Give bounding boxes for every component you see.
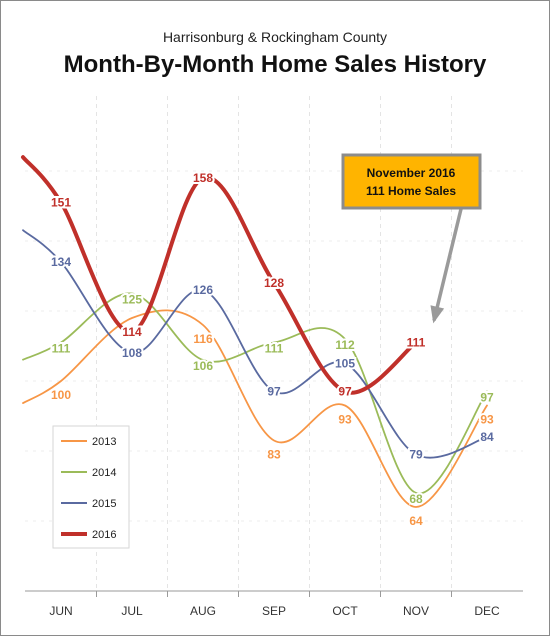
legend: 2013 2014 2015 2016 bbox=[52, 425, 130, 549]
legend-label-2013: 2013 bbox=[92, 436, 116, 448]
data-label-2015: 84 bbox=[480, 430, 494, 444]
data-label-2016: 151 bbox=[51, 196, 71, 210]
data-label-2016: 128 bbox=[264, 276, 284, 290]
data-label-2013: 100 bbox=[51, 388, 71, 402]
series-line-2013 bbox=[22, 309, 488, 508]
x-tick-label: OCT bbox=[332, 604, 358, 618]
series-line-2014 bbox=[22, 292, 488, 495]
x-tick-label: DEC bbox=[474, 604, 500, 618]
legend-box bbox=[52, 425, 130, 549]
data-label-2015: 79 bbox=[409, 448, 423, 462]
data-label-2015: 97 bbox=[267, 385, 281, 399]
x-tick-label: AUG bbox=[190, 604, 216, 618]
data-label-2013: 118 bbox=[122, 325, 142, 339]
x-axis: JUN JUL AUG SEP OCT NOV DEC bbox=[25, 590, 523, 618]
x-tick-label: NOV bbox=[403, 604, 429, 618]
legend-label-2015: 2015 bbox=[92, 498, 116, 510]
series-line-2015 bbox=[22, 229, 488, 459]
data-label-2014: 97 bbox=[480, 391, 494, 405]
callout-box bbox=[341, 153, 482, 210]
legend-label-2014: 2014 bbox=[92, 467, 116, 479]
data-label-2015: 105 bbox=[335, 357, 355, 371]
data-label-2014: 111 bbox=[265, 342, 284, 356]
data-label-2014: 111 bbox=[52, 342, 71, 356]
data-label-2014: 106 bbox=[193, 359, 213, 373]
x-tick-label: JUL bbox=[121, 604, 143, 618]
data-label-2014: 68 bbox=[409, 492, 423, 506]
data-label-2016: 97 bbox=[338, 385, 352, 399]
callout-arrowhead bbox=[430, 305, 445, 324]
callout-line-2: 111 Home Sales bbox=[366, 184, 456, 198]
callout-line-1: November 2016 bbox=[367, 166, 456, 180]
data-label-2014: 112 bbox=[335, 338, 355, 352]
data-label-2014: 125 bbox=[122, 293, 142, 307]
data-label-2016: 114 bbox=[122, 325, 142, 339]
data-label-2013: 64 bbox=[409, 514, 423, 528]
series-lines bbox=[21, 155, 488, 508]
legend-label-2016: 2016 bbox=[92, 529, 116, 541]
series-line-2016 bbox=[21, 155, 418, 395]
callout-arrow-line bbox=[432, 208, 463, 321]
data-label-2013: 116 bbox=[193, 332, 213, 346]
data-labels: 100 118 116 83 93 64 93 111 125 106 111 112 68 97 134 1… bbox=[49, 169, 496, 530]
x-tick-label: JUN bbox=[49, 604, 72, 618]
data-label-2016: 111 bbox=[407, 336, 426, 350]
data-label-2013: 83 bbox=[267, 448, 281, 462]
x-tick-label: SEP bbox=[262, 604, 286, 618]
chart-subtitle: Harrisonburg & Rockingham County bbox=[162, 29, 388, 45]
chart-title: Month-By-Month Home Sales History bbox=[63, 51, 487, 78]
data-label-2015: 108 bbox=[122, 346, 142, 360]
data-label-2013: 93 bbox=[480, 413, 494, 427]
data-label-2016: 158 bbox=[193, 171, 213, 185]
data-label-2015: 126 bbox=[193, 283, 213, 297]
data-label-2013: 93 bbox=[338, 413, 352, 427]
annotation-callout: November 2016 111 Home Sales bbox=[341, 153, 482, 324]
data-label-2015: 134 bbox=[51, 255, 71, 269]
